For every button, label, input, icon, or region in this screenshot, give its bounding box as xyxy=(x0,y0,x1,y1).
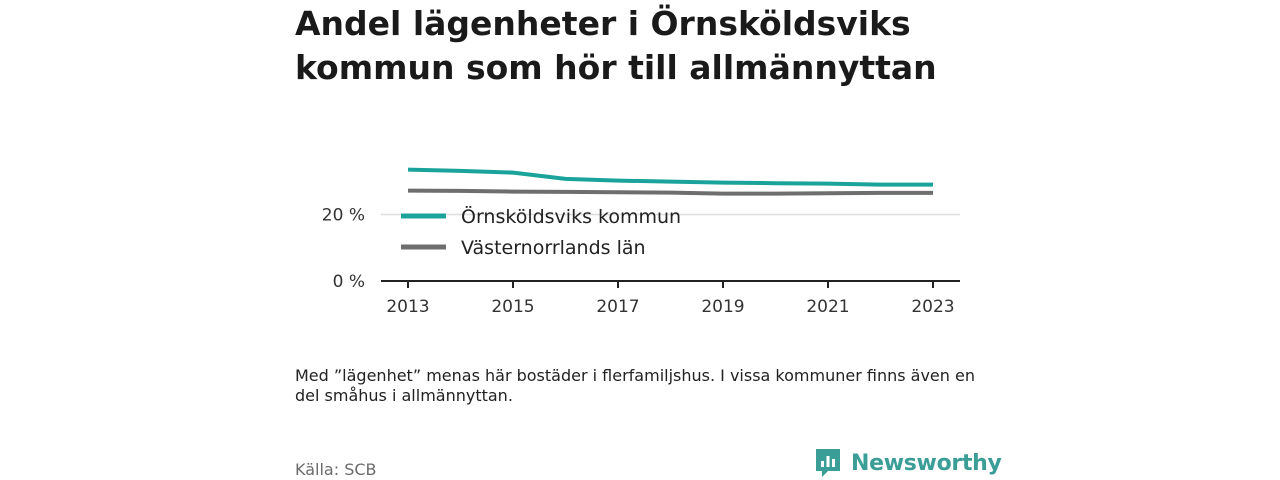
y-axis-labels: 0 % 20 % xyxy=(322,206,365,293)
chart-note: Med ”lägenhet” menas här bostäder i fler… xyxy=(295,366,975,405)
x-tick-label: 2015 xyxy=(491,297,534,317)
legend-label: Örnsköldsviks kommun xyxy=(461,205,681,228)
legend: Örnsköldsviks kommun Västernorrlands län xyxy=(401,205,681,259)
x-axis: 2013 2015 2017 2019 2021 2023 xyxy=(381,280,960,317)
series-line-2 xyxy=(407,188,933,196)
x-tick-label: 2023 xyxy=(911,297,954,317)
x-tick-label: 2017 xyxy=(596,297,639,317)
series-line-1 xyxy=(407,167,933,187)
series-lines xyxy=(407,167,933,196)
source-label: Källa: SCB xyxy=(295,460,377,479)
y-tick-label: 20 % xyxy=(322,206,365,226)
x-tick-label: 2013 xyxy=(386,297,429,317)
chart-title: Andel lägenheter i Örnsköldsviks kommun … xyxy=(295,4,937,87)
x-tick-label: 2019 xyxy=(701,297,744,317)
brand-logo: Newsworthy xyxy=(814,447,1002,479)
x-tick-label: 2021 xyxy=(806,297,849,317)
y-tick-label: 0 % xyxy=(333,272,365,292)
brand-name: Newsworthy xyxy=(851,450,1002,476)
legend-label: Västernorrlands län xyxy=(461,237,646,259)
newsworthy-logo-icon xyxy=(816,449,840,477)
